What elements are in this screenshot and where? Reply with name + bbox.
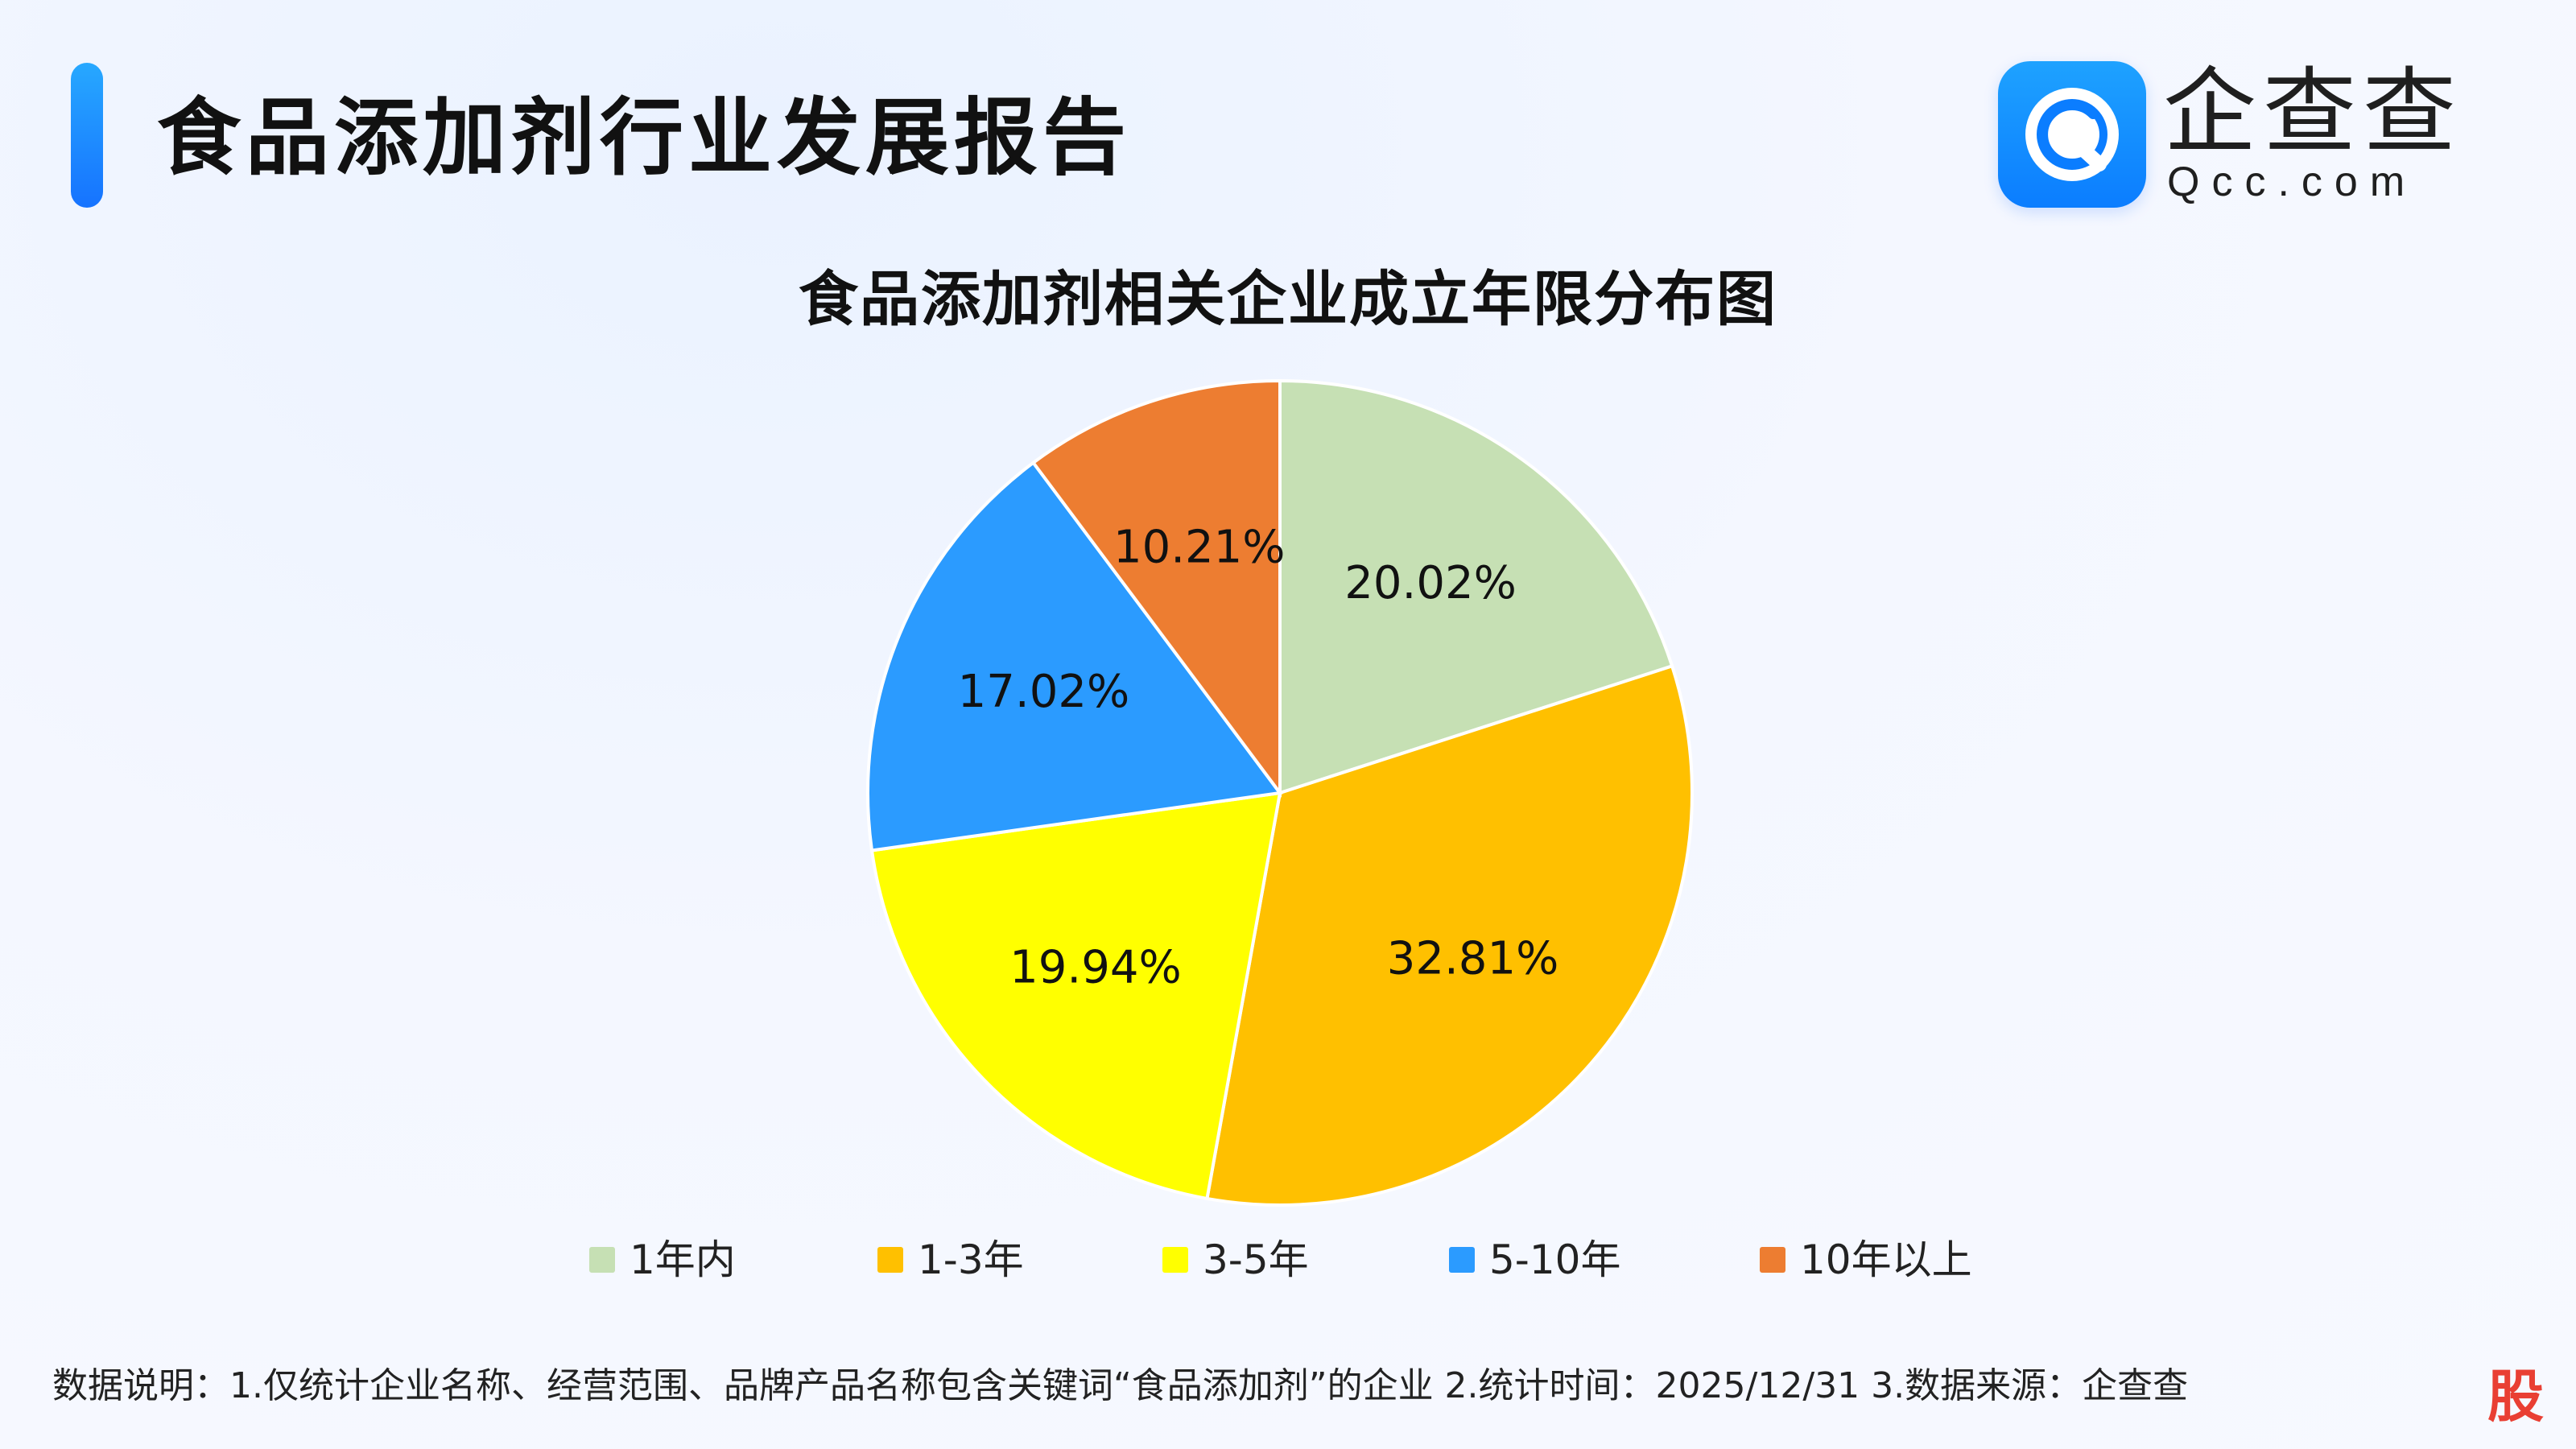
pie-slice-3: [866, 460, 1283, 852]
legend-label-0: 1年内: [630, 1236, 736, 1283]
qcc-logo-icon: [1998, 61, 2146, 208]
pie-label-1: 32.81%: [1387, 932, 1559, 985]
chart-legend: 1年内 1-3年 3-5年 5-10年 10年以上: [0, 1240, 2576, 1328]
legend-swatch-1: [877, 1247, 903, 1273]
logo-en-text: Qcc.com: [2167, 159, 2417, 205]
corner-mark: 股: [2487, 1364, 2544, 1430]
legend-item-1: 1-3年: [877, 1240, 1024, 1280]
legend-swatch-0: [589, 1247, 615, 1273]
legend-label-3: 5-10年: [1489, 1236, 1621, 1283]
legend-label-1: 1-3年: [918, 1236, 1024, 1283]
pie-label-2: 19.94%: [1009, 942, 1182, 994]
title-accent-bar: [71, 63, 103, 208]
legend-item-0: 1年内: [589, 1240, 736, 1280]
pie-label-3: 17.02%: [958, 666, 1130, 718]
pie-slice-4: [1030, 378, 1282, 799]
legend-item-2: 3-5年: [1162, 1240, 1309, 1280]
legend-item-3: 5-10年: [1449, 1240, 1620, 1280]
brand-logo: 企查查 Qcc.com: [1998, 61, 2481, 214]
legend-swatch-4: [1760, 1247, 1785, 1273]
legend-label-2: 3-5年: [1203, 1236, 1309, 1283]
logo-cn-text: 企查查: [2163, 58, 2462, 167]
legend-swatch-2: [1162, 1247, 1188, 1273]
legend-label-4: 10年以上: [1800, 1236, 1972, 1283]
pie-slice-0: [1278, 378, 1674, 795]
legend-swatch-3: [1449, 1247, 1475, 1273]
page-title: 食品添加剂行业发展报告: [157, 89, 1132, 187]
pie-label-4: 10.21%: [1113, 521, 1286, 573]
chart-title: 食品添加剂相关企业成立年限分布图: [799, 265, 1777, 334]
pie-label-0: 20.02%: [1344, 557, 1517, 609]
pie-slices: [866, 378, 1694, 1207]
pie-slice-2: [869, 791, 1282, 1201]
pie-slice-1: [1205, 663, 1694, 1207]
legend-item-4: 10年以上: [1760, 1240, 1972, 1280]
pie-labels: 20.02% 32.81% 19.94% 17.02% 10.21%: [958, 521, 1559, 993]
footer-note: 数据说明：1.仅统计企业名称、经营范围、品牌产品名称包含关键词“食品添加剂”的企…: [52, 1365, 2189, 1406]
